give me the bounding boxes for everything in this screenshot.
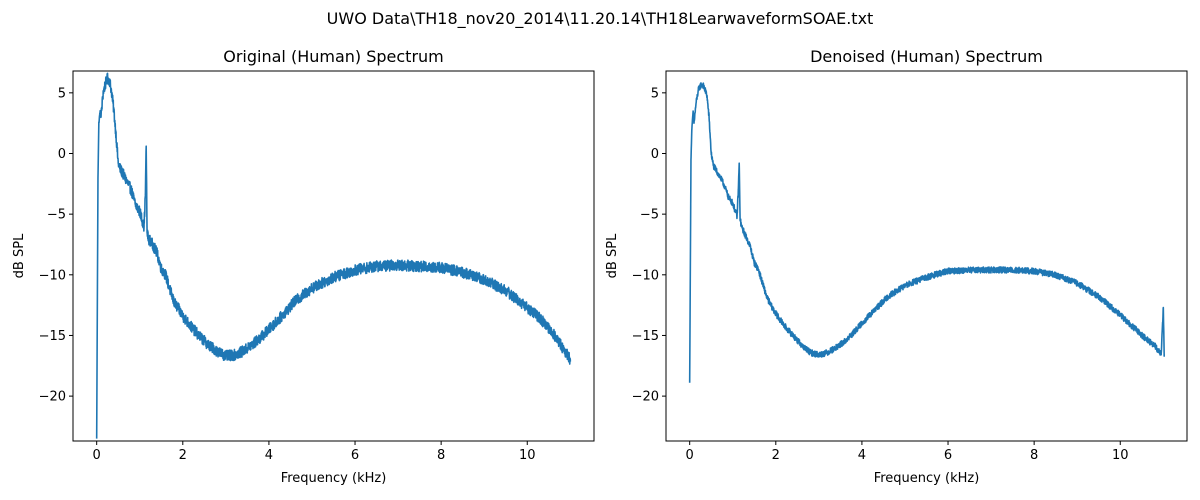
- x-axis-label: Frequency (kHz): [281, 471, 387, 486]
- x-tick-label: 4: [265, 448, 273, 463]
- y-tick-label: −15: [632, 329, 659, 344]
- x-tick-label: 2: [179, 448, 187, 463]
- x-tick-label: 2: [772, 448, 780, 463]
- series-line-2: [688, 82, 1165, 384]
- x-tick-label: 8: [437, 448, 445, 463]
- y-tick-label: 0: [58, 147, 66, 162]
- y-tick-label: −20: [632, 390, 659, 405]
- y-axis-label: dB SPL: [605, 233, 620, 278]
- x-tick-label: 6: [944, 448, 952, 463]
- chart-title: Original (Human) Spectrum: [223, 47, 444, 66]
- chart-panel-1: 0 2 4 6 8 10 −20 −15 −10 −5 0 5 Original (Human) Spe…: [12, 47, 595, 486]
- y-tick-label: −10: [39, 268, 66, 283]
- figure-suptitle: UWO Data\TH18_nov20_2014\11.20.14\TH18Le…: [327, 9, 874, 29]
- y-tick-label: 5: [651, 86, 659, 101]
- y-tick-label: −15: [39, 329, 66, 344]
- x-tick-label: 4: [858, 448, 866, 463]
- x-tick-label: 10: [519, 448, 536, 463]
- y-tick-label: −20: [39, 390, 66, 405]
- axes-frame: [72, 70, 595, 442]
- y-tick-label: −5: [47, 208, 66, 223]
- chart-panel-2: 0 2 4 6 8 10 −20 −15 −10 −5 0 5 Denoised (Human) Spe…: [605, 47, 1188, 486]
- x-tick-label: 10: [1112, 448, 1129, 463]
- y-tick-label: 5: [58, 86, 66, 101]
- x-tick-label: 0: [686, 448, 694, 463]
- x-tick-label: 6: [351, 448, 359, 463]
- x-axis-label: Frequency (kHz): [874, 471, 980, 486]
- axes-frame: [665, 70, 1188, 442]
- chart-title: Denoised (Human) Spectrum: [810, 47, 1043, 66]
- series-line-1: [95, 72, 572, 439]
- x-tick-label: 0: [93, 448, 101, 463]
- y-tick-label: 0: [651, 147, 659, 162]
- y-tick-label: −10: [632, 268, 659, 283]
- y-tick-label: −5: [640, 208, 659, 223]
- y-axis-label: dB SPL: [12, 233, 27, 278]
- x-tick-label: 8: [1030, 448, 1038, 463]
